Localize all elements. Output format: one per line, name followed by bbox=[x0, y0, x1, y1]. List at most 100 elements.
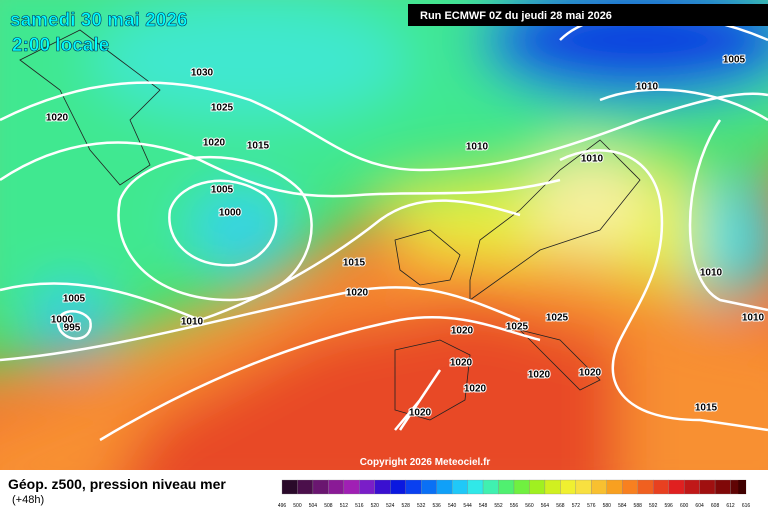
colorbar-label: 568 bbox=[556, 503, 565, 509]
colorbar-swatch bbox=[637, 479, 654, 495]
colorbar-swatch bbox=[683, 479, 700, 495]
colorbar-label: 528 bbox=[402, 503, 411, 509]
colorbar-label: 592 bbox=[649, 503, 658, 509]
isobar-label: 1015 bbox=[343, 258, 366, 269]
isobar-label: 1020 bbox=[528, 370, 551, 381]
colorbar-swatch bbox=[405, 479, 422, 495]
isobar-label: 995 bbox=[64, 323, 81, 334]
forecast-date: samedi 30 mai 2026 bbox=[10, 10, 187, 31]
colorbar-swatch bbox=[451, 479, 468, 495]
isobar-label: 1005 bbox=[63, 294, 86, 305]
isobar-label: 1000 bbox=[219, 208, 242, 219]
colorbar-label: 576 bbox=[587, 503, 596, 509]
forecast-time: 2:00 locale bbox=[12, 35, 109, 56]
isobar-label: 1025 bbox=[506, 322, 529, 333]
colorbar-label: 584 bbox=[618, 503, 627, 509]
colorbar-label: 512 bbox=[340, 503, 349, 509]
greenland-coast bbox=[19, 29, 161, 186]
colorbar-label: 520 bbox=[371, 503, 380, 509]
isobar-label: 1015 bbox=[247, 141, 270, 152]
run-banner bbox=[408, 4, 768, 26]
colorbar-swatch bbox=[312, 479, 329, 495]
colorbar-swatch bbox=[467, 479, 484, 495]
isobar-label: 1020 bbox=[450, 358, 473, 369]
colorbar-label: 516 bbox=[355, 503, 364, 509]
colorbar-swatch bbox=[328, 479, 345, 495]
isobar-label: 1025 bbox=[546, 313, 569, 324]
isobar-label: 1030 bbox=[191, 68, 214, 79]
italy-coast bbox=[518, 329, 601, 391]
isobar-label: 1015 bbox=[695, 403, 718, 414]
colorbar-swatch bbox=[606, 479, 623, 495]
isobar-label: 1005 bbox=[723, 55, 746, 66]
colorbar-swatch bbox=[498, 479, 515, 495]
colorbar-label: 496 bbox=[278, 503, 287, 509]
colorbar-swatch bbox=[653, 479, 669, 495]
colorbar-swatch bbox=[343, 479, 360, 495]
colorbar-swatch bbox=[738, 480, 746, 494]
isobar-label: 1020 bbox=[46, 113, 69, 124]
colorbar-swatch bbox=[374, 479, 391, 495]
colorbar-swatch bbox=[281, 479, 298, 495]
colorbar-swatch bbox=[359, 479, 375, 495]
colorbar-label: 552 bbox=[494, 503, 503, 509]
colorbar-label: 580 bbox=[603, 503, 612, 509]
colorbar-swatch bbox=[436, 479, 453, 495]
colorbar-label: 504 bbox=[309, 503, 318, 509]
isobar-label: 1020 bbox=[203, 138, 226, 149]
isobar-label: 1010 bbox=[466, 142, 489, 153]
colorbar-label: 608 bbox=[711, 503, 720, 509]
colorbar: 496 500 504 508 512 516 520 524 528 532 536 540 544 5… bbox=[278, 479, 751, 509]
colorbar-label: 500 bbox=[293, 503, 302, 509]
colorbar-swatch bbox=[297, 479, 314, 495]
isobars bbox=[0, 12, 768, 442]
footer-lead: (+48h) bbox=[12, 494, 44, 506]
colorbar-label: 572 bbox=[572, 503, 581, 509]
colorbar-label: 548 bbox=[479, 503, 488, 509]
isobar-label: 1020 bbox=[451, 326, 474, 337]
colorbar-label: 540 bbox=[448, 503, 457, 509]
uk-coast bbox=[394, 229, 461, 286]
copyright: Copyright 2026 Meteociel.fr bbox=[360, 457, 491, 468]
colorbar-label: 544 bbox=[463, 503, 472, 509]
colorbar-label: 560 bbox=[525, 503, 534, 509]
isobar-label: 1025 bbox=[211, 103, 234, 114]
colorbar-swatch bbox=[390, 479, 406, 495]
colorbar-label: 588 bbox=[634, 503, 643, 509]
isobar-labels: 1030 1025 1020 1020 1015 1005 1000 1010 … bbox=[45, 54, 766, 420]
colorbar-swatch bbox=[591, 479, 607, 495]
colorbar-label: 524 bbox=[386, 503, 395, 509]
colorbar-label: 532 bbox=[417, 503, 426, 509]
colorbar-swatch bbox=[482, 479, 499, 495]
footer-title: Géop. z500, pression niveau mer bbox=[8, 476, 226, 492]
colorbar-swatch bbox=[699, 479, 716, 495]
colorbar-swatch bbox=[714, 479, 731, 495]
isobar-label: 1005 bbox=[211, 185, 234, 196]
colorbar-label: 600 bbox=[680, 503, 689, 509]
colorbar-swatch bbox=[513, 479, 530, 495]
isobar-label: 1020 bbox=[464, 384, 487, 395]
colorbar-label: 508 bbox=[324, 503, 333, 509]
colorbar-label: 536 bbox=[432, 503, 441, 509]
colorbar-swatch bbox=[668, 479, 685, 495]
isobar-label: 1010 bbox=[581, 154, 604, 165]
colorbar-swatch bbox=[622, 479, 638, 495]
colorbar-label: 596 bbox=[664, 503, 673, 509]
run-info: Run ECMWF 0Z du jeudi 28 mai 2026 bbox=[420, 10, 612, 22]
colorbar-swatch bbox=[560, 479, 577, 495]
colorbar-label: 564 bbox=[541, 503, 550, 509]
isobar-label: 1020 bbox=[346, 288, 369, 299]
colorbar-label: 616 bbox=[742, 503, 751, 509]
isobar-label: 1020 bbox=[409, 408, 432, 419]
colorbar-swatch bbox=[544, 479, 561, 495]
colorbar-swatch bbox=[421, 479, 437, 495]
colorbar-label: 556 bbox=[510, 503, 519, 509]
colorbar-label: 612 bbox=[726, 503, 735, 509]
colorbar-label: 604 bbox=[695, 503, 704, 509]
iberia-coast bbox=[394, 339, 471, 421]
isobar-label: 1010 bbox=[700, 268, 723, 279]
colorbar-swatch bbox=[575, 479, 592, 495]
isobar-label: 1010 bbox=[636, 82, 659, 93]
